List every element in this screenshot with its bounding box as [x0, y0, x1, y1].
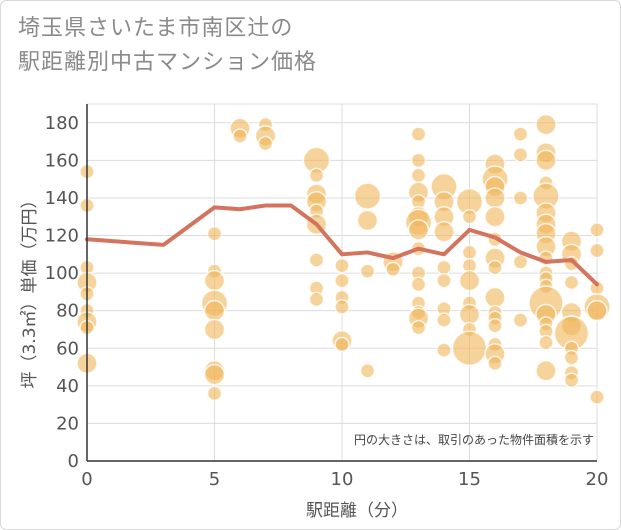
data-bubble	[484, 286, 506, 309]
data-bubble	[334, 299, 350, 315]
y-tick-label: 160	[45, 150, 79, 171]
data-bubble	[257, 135, 274, 152]
chart-note: 円の大きさは、取引のあった物件面積を示す	[354, 432, 594, 447]
data-bubble	[586, 299, 608, 322]
tick-labels: 0 20 40 60 80 100 120 140 160 180 0 5 10 15 20	[45, 113, 609, 490]
data-bubble	[512, 190, 529, 206]
data-bubble	[203, 363, 226, 386]
data-bubble	[308, 291, 325, 308]
data-bubble	[410, 276, 427, 293]
data-bubble	[535, 149, 557, 172]
data-bubble	[461, 208, 478, 225]
data-bubble	[353, 182, 382, 210]
bubble-series	[76, 113, 611, 405]
data-bubble	[512, 126, 529, 142]
data-bubble	[410, 152, 427, 169]
data-bubble	[487, 317, 503, 334]
data-bubble	[487, 259, 503, 276]
data-bubble	[563, 372, 580, 388]
data-bubble	[563, 274, 580, 291]
data-bubble	[433, 221, 455, 243]
data-bubble	[589, 389, 605, 405]
x-tick-label: 0	[81, 469, 92, 490]
data-bubble	[334, 272, 350, 289]
data-bubble	[589, 222, 605, 238]
data-bubble	[203, 318, 226, 341]
data-bubble	[535, 360, 557, 382]
data-bubble	[359, 263, 376, 279]
data-bubble	[206, 385, 223, 402]
y-tick-label: 0	[68, 451, 79, 472]
data-bubble	[436, 312, 452, 328]
axes	[86, 104, 597, 462]
data-bubble	[451, 330, 488, 367]
y-tick-label: 120	[45, 226, 79, 247]
data-bubble	[512, 146, 529, 163]
y-tick-label: 140	[45, 188, 79, 209]
data-bubble	[410, 126, 427, 142]
data-bubble	[385, 261, 401, 278]
data-bubble	[512, 254, 529, 270]
y-tick-label: 180	[45, 113, 79, 134]
data-bubble	[535, 113, 557, 136]
x-tick-label: 20	[586, 469, 609, 490]
y-tick-label: 80	[56, 301, 79, 322]
data-bubble	[563, 349, 580, 366]
average-price-line	[85, 203, 599, 287]
data-bubble	[356, 209, 379, 232]
data-bubble	[359, 363, 376, 379]
data-bubble	[410, 167, 427, 184]
data-bubble	[458, 303, 481, 326]
data-bubble	[436, 259, 452, 276]
data-bubble	[308, 167, 325, 184]
data-bubble	[512, 312, 529, 328]
data-bubble	[410, 319, 427, 336]
data-bubble	[458, 269, 481, 292]
data-bubble	[487, 355, 503, 372]
y-tick-label: 40	[56, 376, 79, 397]
data-bubble	[484, 205, 506, 228]
x-tick-label: 10	[331, 469, 354, 490]
y-axis-label: 坪（3.3㎡）単価（万円）	[20, 191, 40, 388]
y-tick-label: 100	[45, 263, 79, 284]
data-bubble	[232, 128, 248, 144]
data-bubble	[538, 334, 554, 351]
x-axis-label: 駅距離（分）	[306, 501, 408, 521]
x-tick-label: 15	[458, 469, 481, 490]
y-tick-label: 60	[56, 338, 79, 359]
data-bubble	[461, 244, 478, 261]
title-line-2: 駅距離別中古マンション価格	[18, 50, 318, 75]
average-line-group	[85, 203, 599, 287]
data-bubble	[334, 257, 350, 274]
title-line-1: 埼玉県さいたま市南区辻の	[18, 16, 294, 41]
data-bubble	[206, 225, 223, 242]
data-bubble	[484, 187, 506, 209]
data-bubble	[334, 336, 350, 353]
data-bubble	[407, 219, 430, 241]
data-bubble	[308, 252, 325, 268]
y-tick-label: 20	[56, 413, 79, 434]
data-bubble	[203, 299, 226, 322]
data-bubble	[436, 342, 452, 358]
x-tick-label: 5	[209, 469, 220, 490]
chart-title: 埼玉県さいたま市南区辻の 駅距離別中古マンション価格	[18, 12, 317, 80]
data-bubble	[203, 269, 226, 292]
data-bubble	[589, 242, 605, 259]
data-bubble	[436, 272, 452, 289]
